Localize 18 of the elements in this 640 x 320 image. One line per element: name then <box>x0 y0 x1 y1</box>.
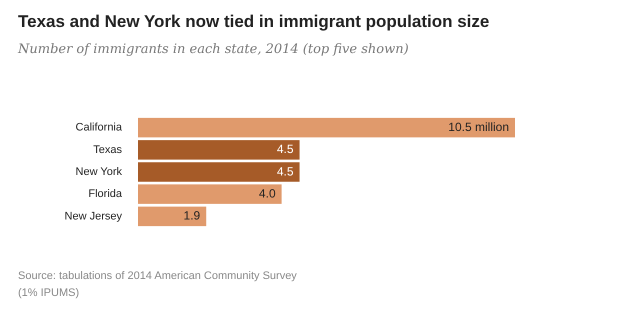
y-tick-label: California <box>76 122 123 134</box>
y-tick-label: New York <box>76 166 122 178</box>
data-label: 4.0 <box>258 186 276 200</box>
y-tick-label: Texas <box>93 144 122 156</box>
y-tick-label: New Jersey <box>64 210 122 222</box>
data-label: 4.5 <box>276 164 294 178</box>
chart-title: Texas and New York now tied in immigrant population size <box>18 12 490 32</box>
bar <box>138 184 282 204</box>
y-tick-label: Florida <box>88 188 123 200</box>
bar <box>138 162 300 182</box>
data-label: 10.5 million <box>448 120 509 134</box>
data-label: 4.5 <box>276 142 294 156</box>
bar <box>138 140 300 160</box>
bar <box>138 206 206 226</box>
source-note: Source: tabulations of 2014 American Community Survey (1% IPUMS) <box>18 269 298 301</box>
bar <box>138 118 515 138</box>
chart-subtitle: Number of immigrants in each state, 2014 (top five shown) <box>18 42 409 57</box>
data-label: 1.9 <box>184 208 201 223</box>
